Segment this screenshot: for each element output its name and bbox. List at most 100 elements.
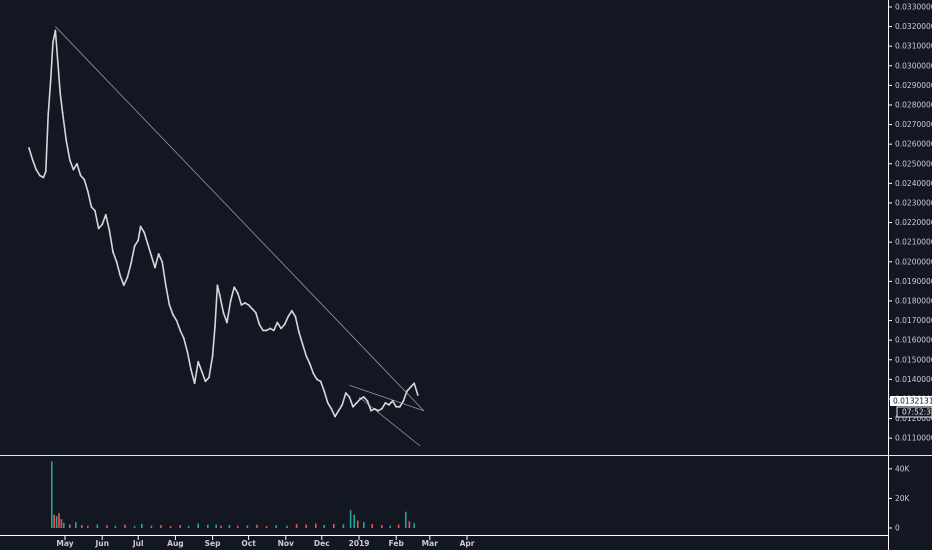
price-point bbox=[154, 266, 156, 269]
price-point bbox=[226, 321, 228, 324]
price-point bbox=[94, 209, 96, 212]
price-tick-label: 0.03300000 bbox=[895, 2, 932, 11]
time-tick-label: May bbox=[56, 539, 73, 548]
price-point bbox=[200, 370, 203, 373]
volume-bar bbox=[51, 461, 53, 528]
price-point bbox=[236, 292, 239, 295]
volume-bar bbox=[265, 526, 268, 528]
price-point bbox=[352, 405, 354, 408]
price-point bbox=[42, 176, 45, 179]
price-point bbox=[122, 284, 125, 287]
price-point bbox=[298, 331, 300, 334]
price-point bbox=[395, 405, 398, 408]
price-point bbox=[330, 407, 333, 410]
price-tick-label: 0.02800000 bbox=[895, 100, 932, 109]
price-tick-label: 0.01400000 bbox=[895, 375, 932, 384]
countdown-box bbox=[896, 406, 932, 418]
price-point bbox=[305, 354, 308, 357]
price-point bbox=[240, 303, 243, 306]
time-tick-label: Oct bbox=[241, 539, 256, 548]
price-tick-label: 0.01500000 bbox=[895, 355, 932, 364]
price-point bbox=[362, 396, 365, 398]
price-point bbox=[413, 382, 416, 385]
price-series bbox=[28, 29, 419, 418]
price-point bbox=[344, 392, 347, 394]
price-point bbox=[38, 174, 41, 177]
price-point bbox=[391, 400, 394, 402]
volume-bar bbox=[150, 525, 153, 528]
time-tick-label: 2019 bbox=[349, 539, 370, 548]
price-point bbox=[179, 329, 182, 332]
price-point bbox=[308, 362, 311, 365]
price-point bbox=[377, 409, 380, 412]
volume-bar bbox=[237, 525, 239, 528]
price-point bbox=[229, 300, 232, 302]
price-point bbox=[355, 401, 358, 404]
price-point bbox=[44, 170, 47, 173]
volume-bar bbox=[246, 525, 249, 528]
price-point bbox=[214, 325, 216, 328]
price-point bbox=[168, 303, 171, 306]
price-point bbox=[86, 190, 89, 193]
price-point bbox=[137, 239, 140, 242]
current-price-text: 0.01321312 bbox=[893, 397, 932, 406]
volume-bar bbox=[397, 524, 400, 528]
price-tick-label: 0.03000000 bbox=[895, 61, 932, 70]
volume-bar bbox=[114, 525, 117, 528]
price-tick-label: 0.03100000 bbox=[895, 42, 932, 51]
trendline[interactable] bbox=[55, 26, 425, 411]
price-point bbox=[190, 368, 192, 371]
time-axis[interactable]: May Jun Jul Aug Sep Oct Nov Dec 2019 Feb Mar Apr bbox=[56, 536, 475, 548]
time-tick-label: Nov bbox=[278, 539, 294, 548]
volume-bar bbox=[58, 513, 60, 528]
price-point bbox=[90, 205, 93, 208]
time-tick-label: Jul bbox=[132, 539, 144, 548]
price-point bbox=[108, 229, 111, 232]
price-point bbox=[312, 372, 315, 375]
price-point bbox=[348, 396, 351, 398]
volume-bar bbox=[63, 522, 65, 528]
price-tick-label: 0.03200000 bbox=[895, 22, 932, 31]
price-point bbox=[254, 311, 257, 314]
price-point bbox=[49, 80, 52, 83]
volume-bar bbox=[96, 524, 99, 528]
volume-bar bbox=[60, 519, 63, 528]
price-point bbox=[280, 327, 282, 330]
price-point bbox=[265, 329, 268, 332]
price-point bbox=[316, 378, 318, 381]
volume-bar bbox=[81, 525, 83, 528]
price-point bbox=[31, 158, 34, 161]
trendline[interactable] bbox=[349, 384, 424, 412]
price-point bbox=[398, 405, 401, 408]
volume-bar bbox=[69, 524, 71, 528]
price-point bbox=[211, 354, 214, 357]
volume-bar bbox=[371, 524, 373, 528]
volume-bar bbox=[256, 524, 258, 528]
price-point bbox=[61, 111, 64, 114]
price-point bbox=[164, 284, 167, 287]
price-tick-label: 0.02300000 bbox=[895, 198, 932, 207]
price-tick-label: 0.02500000 bbox=[895, 159, 932, 168]
volume-bar bbox=[207, 524, 209, 528]
price-point bbox=[384, 401, 387, 404]
volume-axis[interactable]: 40K 20K 0 bbox=[888, 464, 911, 533]
price-tick-label: 0.02400000 bbox=[895, 179, 932, 188]
volume-bar bbox=[405, 511, 407, 528]
price-point bbox=[59, 92, 62, 95]
volume-bar bbox=[357, 520, 359, 528]
price-point bbox=[115, 260, 118, 263]
volume-bars bbox=[51, 461, 415, 528]
price-point bbox=[54, 29, 57, 32]
price-axis[interactable]: 0.03300000 0.03200000 0.03100000 0.03000000… bbox=[888, 2, 932, 443]
price-point bbox=[272, 329, 275, 332]
volume-bar bbox=[53, 514, 55, 528]
price-point bbox=[56, 60, 59, 63]
volume-bar bbox=[124, 524, 126, 528]
price-point bbox=[233, 286, 236, 289]
price-point bbox=[112, 251, 114, 253]
volume-bar bbox=[106, 525, 108, 528]
price-tick-label: 0.02100000 bbox=[895, 238, 932, 247]
price-tick-label: 0.01600000 bbox=[895, 336, 932, 345]
